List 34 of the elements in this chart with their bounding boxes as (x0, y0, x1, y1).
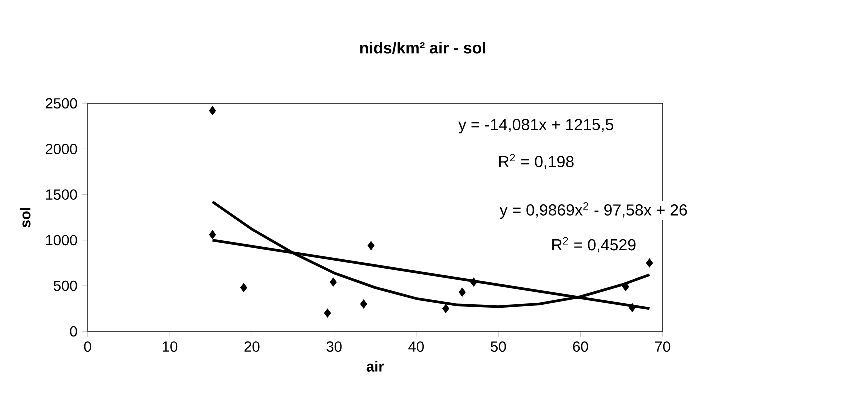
annotation: y = 0,9869x$^{2}$ - 97,58x + 26 (500, 202, 688, 220)
x-tick-label: 0 (84, 342, 92, 352)
point (360, 300, 368, 309)
x-tick-label: 20 (244, 342, 260, 352)
x-axis-title: air (366, 361, 384, 372)
y-tick-label: 500 (54, 280, 78, 292)
annotation: y = -14,081x + 1215,5 (458, 119, 614, 134)
point (330, 278, 337, 287)
point (458, 288, 466, 297)
x-tick-label: 30 (326, 342, 342, 352)
x-tick-label: 60 (573, 342, 588, 352)
point (470, 278, 478, 287)
point (629, 303, 636, 312)
y-tick-label: 1500 (46, 190, 78, 200)
point (209, 230, 216, 240)
chart-title: nids/km² air - sol (360, 42, 486, 54)
point (324, 308, 332, 318)
x-tick-label: 10 (162, 342, 178, 352)
y-tick-label: 2000 (46, 144, 78, 154)
y-tick-label: 0 (70, 326, 78, 337)
point (240, 283, 248, 292)
y-tick-label: 2500 (46, 98, 78, 109)
x-tick-label: 40 (408, 342, 424, 352)
x-tick-label: 50 (491, 342, 506, 352)
point (622, 282, 630, 292)
annotation: R$^{2}$ = 0,198 (499, 154, 574, 170)
x-tick-label: 70 (655, 342, 670, 352)
point (442, 304, 450, 314)
annotation: R$^{2}$ = 0,4529 (552, 237, 636, 253)
point (368, 241, 375, 250)
y-axis-title: sol (20, 208, 31, 228)
point (646, 258, 654, 268)
y-tick-label: 1000 (46, 235, 78, 246)
point (209, 106, 216, 116)
